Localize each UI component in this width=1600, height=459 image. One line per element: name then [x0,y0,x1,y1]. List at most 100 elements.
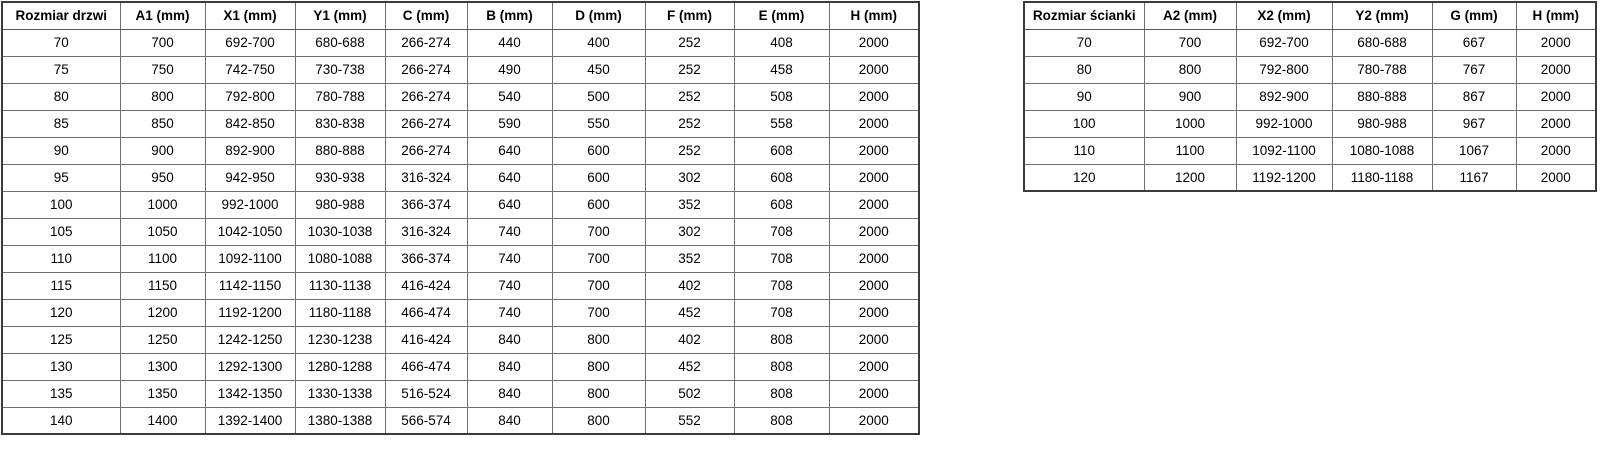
table-row: 100 1000 992-1000 980-988 366-374 640 600 352 60… [1,190,920,219]
cell: 808 [733,379,830,408]
column-header: F (mm) [644,1,735,30]
cell: 252 [644,82,735,111]
cell: 75 [1,55,121,84]
cell: 1080-1088 [1331,136,1433,165]
cell: 692-700 [1235,28,1333,57]
cell: 130 [1,352,121,381]
cell: 266-274 [384,109,468,138]
cell: 2000 [828,271,920,300]
cell: 692-700 [204,28,296,57]
cell: 1350 [119,379,206,408]
cell: 700 [551,298,646,327]
cell: 980-988 [1331,109,1433,138]
cell: 900 [119,136,206,165]
cell: 316-324 [384,163,468,192]
table-row: 130 1300 1292-1300 1280-1288 466-474 840 800 45… [1,352,920,381]
cell: 1000 [1143,109,1237,138]
column-header: X2 (mm) [1235,1,1333,30]
column-header: Y1 (mm) [294,1,386,30]
column-header: B (mm) [466,1,553,30]
cell: 450 [551,55,646,84]
cell: 930-938 [294,163,386,192]
cell: 408 [733,28,830,57]
cell: 120 [1,298,121,327]
cell: 302 [644,217,735,246]
cell: 640 [466,136,553,165]
cell: 110 [1023,136,1145,165]
cell: 1242-1250 [204,325,296,354]
cell: 70 [1023,28,1145,57]
cell: 708 [733,271,830,300]
cell: 980-988 [294,190,386,219]
cell: 516-524 [384,379,468,408]
column-header: G (mm) [1431,1,1517,30]
column-header: D (mm) [551,1,646,30]
cell: 680-688 [294,28,386,57]
table-row: 110 1100 1092-1100 1080-1088 366-374 740 700 35… [1,244,920,273]
cell: 2000 [828,163,920,192]
cell: 252 [644,55,735,84]
cell: 708 [733,244,830,273]
cell: 2000 [828,379,920,408]
cell: 402 [644,325,735,354]
table-row: 120 1200 1192-1200 1180-1188 466-474 740 700 45… [1,298,920,327]
cell: 1250 [119,325,206,354]
cell: 1192-1200 [204,298,296,327]
cell: 352 [644,244,735,273]
cell: 840 [466,406,553,435]
cell: 742-750 [204,55,296,84]
cell: 1300 [119,352,206,381]
cell: 590 [466,109,553,138]
cell: 800 [551,325,646,354]
cell: 120 [1023,163,1145,192]
cell: 740 [466,298,553,327]
cell: 840 [466,352,553,381]
cell: 640 [466,163,553,192]
cell: 967 [1431,109,1517,138]
table-row: 135 1350 1342-1350 1330-1338 516-524 840 800 50… [1,379,920,408]
cell: 2000 [1515,163,1597,192]
cell: 640 [466,190,553,219]
cell: 740 [466,271,553,300]
cell: 608 [733,163,830,192]
cell: 2000 [828,190,920,219]
cell: 366-374 [384,190,468,219]
cell: 1192-1200 [1235,163,1333,192]
door-size-table: Rozmiar drzwi A1 (mm) X1 (mm) Y1 (mm) C (mm)… [1,1,920,435]
cell: 110 [1,244,121,273]
cell: 1100 [119,244,206,273]
cell: 942-950 [204,163,296,192]
column-header: H (mm) [1515,1,1597,30]
cell: 892-900 [204,136,296,165]
cell: 1050 [119,217,206,246]
cell: 792-800 [1235,55,1333,84]
cell: 792-800 [204,82,296,111]
table-row: 95 950 942-950 930-938 316-324 640 600 302 608 20… [1,163,920,192]
table-row: 105 1050 1042-1050 1030-1038 316-324 740 700 30… [1,217,920,246]
cell: 840 [466,325,553,354]
cell: 2000 [1515,109,1597,138]
table-row: 70 700 692-700 680-688 266-274 440 400 252 408 20… [1,28,920,57]
cell: 867 [1431,82,1517,111]
header-row: Rozmiar ścianki A2 (mm) X2 (mm) Y2 (mm) G (m… [1023,1,1597,30]
cell: 316-324 [384,217,468,246]
cell: 402 [644,271,735,300]
cell: 125 [1,325,121,354]
cell: 90 [1,136,121,165]
cell: 2000 [828,82,920,111]
cell: 608 [733,136,830,165]
cell: 608 [733,190,830,219]
table-row: 80 800 792-800 780-788 266-274 540 500 252 508 20… [1,82,920,111]
cell: 400 [551,28,646,57]
cell: 1392-1400 [204,406,296,435]
cell: 466-474 [384,298,468,327]
cell: 750 [119,55,206,84]
table-row: 125 1250 1242-1250 1230-1238 416-424 840 800 40… [1,325,920,354]
cell: 252 [644,28,735,57]
cell: 1142-1150 [204,271,296,300]
cell: 115 [1,271,121,300]
cell: 366-374 [384,244,468,273]
column-header: H (mm) [828,1,920,30]
cell: 700 [1143,28,1237,57]
cell: 552 [644,406,735,435]
